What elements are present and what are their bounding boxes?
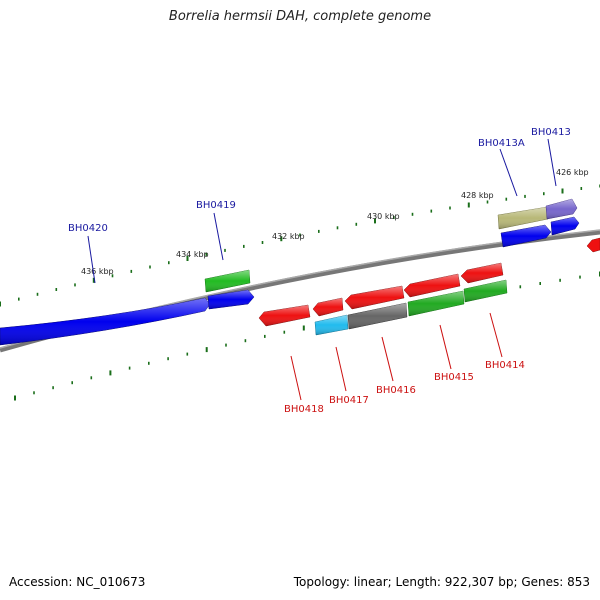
gene-BH0415-shine [404,274,460,297]
label-BH0420[interactable]: BH0420 [68,223,108,234]
leader-BH0417 [335,346,347,392]
scale-label-432: 432 kbp [272,232,305,241]
label-BH0414[interactable]: BH0414 [485,360,525,371]
scale-ticks-outer [0,184,600,307]
label-BH0417[interactable]: BH0417 [329,395,369,406]
scale-label-434: 434 kbp [176,250,209,259]
scale-label-430: 430 kbp [367,212,400,221]
scale-label-428: 428 kbp [461,191,494,200]
label-leaders [87,138,557,401]
genome-summary-text: Topology: linear; Length: 922,307 bp; Ge… [293,575,590,589]
leader-BH0414 [489,312,503,358]
gene-reverse-unlabeled-green-2-shine [464,280,507,302]
accession-text: Accession: NC_010673 [9,575,146,589]
scale-label-426: 426 kbp [556,168,589,177]
gene-BH0413-shine [546,199,577,219]
gene-reverse-unlabeled-green-1-shine [408,291,464,316]
leader-BH0413A [499,148,518,197]
label-BH0419[interactable]: BH0419 [196,200,236,211]
forward-genes [0,198,580,346]
gene-BH0417-shine [313,298,343,316]
label-BH0415[interactable]: BH0415 [434,372,474,383]
leader-BH0415 [439,324,452,370]
gene-BH0414-shine [461,263,503,283]
leader-BH0416 [381,336,394,382]
gene-BH0418-shine [259,305,310,326]
gene-forward-unlabeled-1-shine [208,290,254,309]
leader-BH0413 [547,138,557,187]
map-title: Borrelia hermsii DAH, complete genome [168,9,432,24]
gene-BH0413A-shine [498,207,548,229]
gene-BH0419-shine [205,270,250,292]
gene-reverse-unlabeled-red-edge[interactable] [586,237,600,253]
leader-BH0420 [87,235,96,284]
label-BH0413[interactable]: BH0413 [531,127,571,138]
leader-BH0419 [213,212,224,261]
label-BH0413A[interactable]: BH0413A [478,138,525,149]
label-BH0416[interactable]: BH0416 [376,385,416,396]
scale-ticks-inner [14,271,600,401]
reverse-genes [258,237,600,336]
gene-BH0420-shine [0,298,210,345]
scale-label-436: 436 kbp [81,267,114,276]
gene-forward-unlabeled-3-shine [551,217,579,235]
gene-reverse-unlabeled-cyan-shine [315,315,348,335]
leader-BH0418 [290,355,302,401]
gene-reverse-unlabeled-gray-shine [348,303,407,329]
scale-labels: 436 kbp 434 kbp 432 kbp 430 kbp 428 kbp … [81,168,589,276]
gene-forward-unlabeled-2-shine [501,225,551,247]
label-BH0418[interactable]: BH0418 [284,404,324,415]
gene-BH0416-shine [345,286,404,309]
gene-labels: BH0420 BH0419 BH0413A BH0413 BH0418 BH04… [68,127,571,415]
